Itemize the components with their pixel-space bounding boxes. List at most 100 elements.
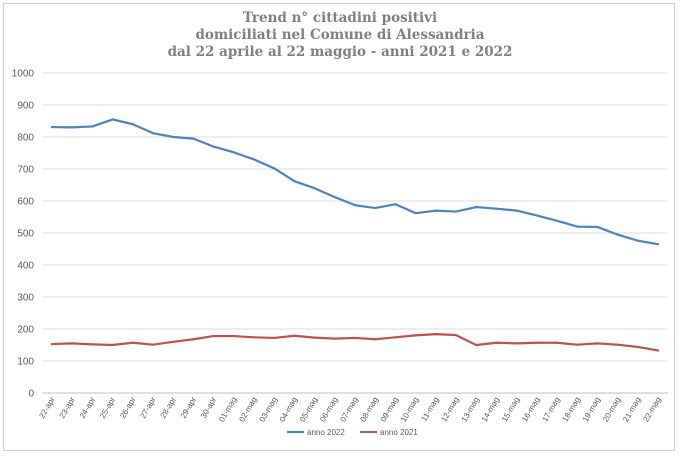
x-tick-label: 23-apr (58, 395, 78, 420)
data-point (273, 167, 276, 170)
x-tick-label: 20-mag (601, 396, 622, 424)
data-point (232, 334, 235, 338)
x-tick-label: 30-apr (199, 395, 219, 420)
x-tick-label: 14-mag (480, 396, 501, 424)
data-point (293, 180, 296, 183)
y-tick-label: 300 (17, 293, 34, 304)
x-tick-label: 29-apr (179, 395, 199, 420)
data-point (555, 341, 559, 344)
data-point (394, 336, 397, 339)
data-point (273, 336, 276, 340)
x-tick-label: 21-mag (621, 396, 642, 424)
series-line-1 (50, 333, 660, 352)
x-tick-label: 03-mag (258, 396, 279, 424)
data-point (192, 338, 195, 341)
data-point (596, 225, 599, 229)
data-point (172, 135, 175, 139)
data-point (454, 210, 458, 213)
x-tick-label: 08-mag (359, 396, 380, 424)
data-point (434, 209, 437, 212)
chart-title-line-2: domiciliati nel Comune di Alessandria (195, 27, 485, 43)
data-point (111, 343, 114, 347)
x-tick-label: 01-mag (217, 396, 238, 424)
data-point (596, 342, 599, 345)
data-point (212, 334, 215, 338)
data-point (252, 158, 256, 161)
data-point (394, 203, 397, 206)
x-tick-label: 05-mag (298, 396, 319, 424)
x-tick-label: 25-apr (98, 395, 118, 420)
data-point (495, 341, 498, 344)
y-tick-label: 200 (17, 325, 34, 336)
data-point (434, 333, 437, 336)
data-point (151, 343, 155, 346)
x-tick-label: 19-mag (581, 396, 602, 424)
data-point (293, 334, 296, 337)
data-point (616, 233, 619, 236)
x-tick-label: 07-mag (338, 396, 359, 424)
data-point (495, 207, 498, 210)
x-tick-label: 26-apr (118, 395, 138, 420)
data-point (333, 196, 336, 199)
data-point (212, 145, 215, 148)
data-point (151, 132, 155, 135)
chart-title-line-1: Trend n° cittadini positivi (242, 10, 438, 26)
x-tick-label: 16-mag (520, 396, 541, 424)
data-point (71, 342, 74, 345)
y-tick-label: 900 (17, 101, 34, 112)
x-tick-label: 22-mag (641, 396, 662, 424)
y-tick-label: 600 (17, 197, 34, 208)
x-tick-label: 10-mag (399, 396, 420, 424)
data-point (333, 337, 336, 340)
data-point (353, 204, 357, 207)
data-point (91, 125, 94, 128)
x-tick-label: 15-mag (500, 396, 521, 424)
data-point (232, 151, 235, 154)
x-tick-label: 27-apr (138, 395, 158, 420)
data-point (91, 343, 94, 346)
data-point (313, 336, 316, 339)
data-point (515, 209, 518, 212)
data-point (656, 349, 660, 352)
data-point (616, 343, 619, 346)
data-point (535, 341, 538, 344)
data-point (535, 214, 538, 217)
data-point (252, 336, 256, 339)
x-tick-label: 22-apr (37, 395, 57, 420)
data-point (656, 243, 660, 246)
x-tick-label: 17-mag (540, 396, 561, 424)
x-tick-label: 24-apr (78, 395, 98, 420)
chart-title: Trend n° cittadini positivi domiciliati … (0, 10, 680, 61)
x-tick-label: 09-mag (379, 396, 400, 424)
y-tick-label: 800 (17, 133, 34, 144)
data-point (374, 338, 377, 341)
data-point (71, 126, 74, 129)
legend-label-0: anno 2022 (307, 428, 345, 437)
data-point (414, 334, 417, 337)
data-point (454, 333, 458, 337)
data-point (50, 342, 54, 346)
x-tick-label: 18-mag (561, 396, 582, 424)
x-tick-label: 04-mag (278, 396, 299, 424)
data-point (131, 341, 134, 344)
data-point (475, 205, 478, 209)
data-point (131, 123, 134, 126)
chart-frame (3, 3, 675, 451)
data-point (636, 239, 639, 242)
x-tick-label: 02-mag (237, 396, 258, 424)
data-point (192, 137, 195, 140)
data-point (111, 118, 114, 121)
data-point (576, 225, 579, 228)
x-tick-label: 13-mag (460, 396, 481, 424)
chart-title-line-3: dal 22 aprile al 22 maggio - anni 2021 e… (167, 44, 513, 60)
x-tick-label: 06-mag (318, 396, 339, 424)
y-tick-label: 700 (17, 165, 34, 176)
series-line-0 (50, 118, 660, 246)
data-point (475, 343, 478, 347)
y-tick-label: 1000 (12, 69, 35, 80)
data-point (555, 219, 559, 222)
data-point (313, 187, 316, 190)
data-point (636, 345, 639, 349)
x-tick-label: 11-mag (419, 396, 440, 423)
